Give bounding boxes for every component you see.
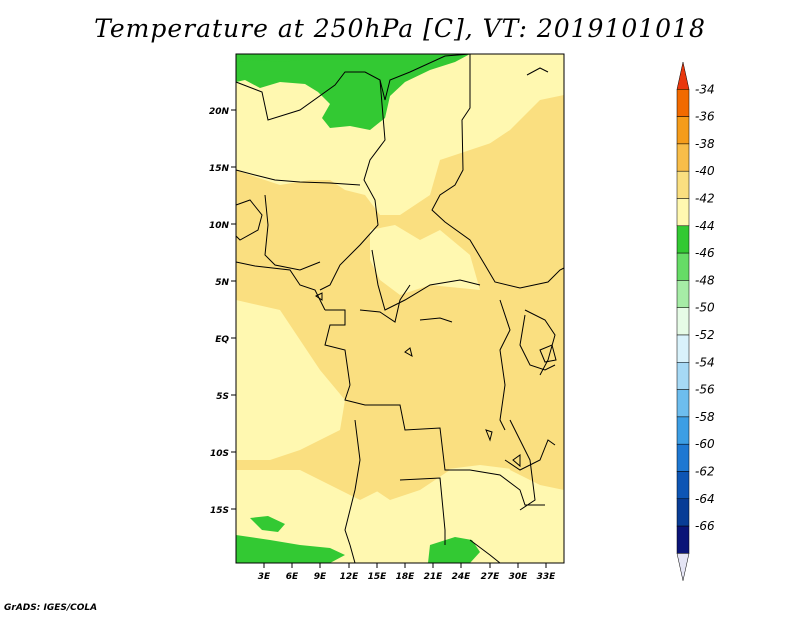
lat-label-15s: 15S	[210, 506, 229, 516]
colorbar-label: -50	[695, 301, 715, 315]
map-title: Temperature at 250hPa [C], VT: 201910101…	[94, 14, 706, 43]
colorbar-bottom-arrow	[676, 553, 690, 581]
colorbar-swatch	[676, 334, 690, 363]
lon-label-27e: 27E	[481, 572, 501, 582]
colorbar-top-arrow	[676, 61, 690, 90]
colorbar-swatch	[676, 143, 690, 172]
field-region-north-2	[236, 54, 564, 215]
lat-label-5n: 5N	[215, 278, 229, 288]
lat-label-5s: 5S	[216, 392, 229, 402]
colorbar-swatch	[676, 525, 690, 554]
colorbar-label: -56	[695, 383, 715, 397]
colorbar-swatch	[676, 116, 690, 145]
latitude-axis: 20N 15N 10N 5N EQ 5S 10S 15S	[209, 107, 236, 516]
lon-label-12e: 12E	[340, 572, 360, 582]
colorbar-swatch	[676, 307, 690, 336]
colorbar-swatch	[676, 225, 690, 254]
colorbar-swatch	[676, 443, 690, 472]
longitude-axis: 3E 6E 9E 12E 15E 18E 21E 24E 27E 30E 33E	[258, 563, 556, 582]
lon-label-6e: 6E	[286, 572, 299, 582]
lon-label-18e: 18E	[396, 572, 416, 582]
lat-label-10s: 10S	[210, 449, 229, 459]
field-green-south	[428, 537, 480, 563]
country-borders	[235, 53, 565, 564]
field-green-sw-1	[250, 516, 285, 532]
field-region-se-tan	[500, 420, 564, 490]
colorbar-swatch	[676, 416, 690, 445]
grads-credit: GrADS: IGES/COLA	[4, 603, 98, 613]
lon-label-21e: 21E	[424, 572, 444, 582]
lon-label-33e: 33E	[537, 572, 557, 582]
lat-label-20n: 20N	[209, 107, 230, 117]
colorbar-swatch	[676, 252, 690, 281]
colorbar-swatch	[676, 89, 690, 117]
colorbar-label: -66	[695, 519, 715, 533]
temperature-field	[236, 54, 564, 563]
colorbar-label: -48	[695, 273, 715, 287]
colorbar-label: -54	[695, 355, 715, 369]
colorbar-swatch	[676, 362, 690, 390]
field-green-sahara	[236, 54, 470, 130]
lon-label-30e: 30E	[509, 572, 529, 582]
colorbar-label: -62	[695, 465, 715, 479]
colorbar-swatch	[676, 498, 690, 527]
colorbar-label: -34	[695, 82, 715, 96]
lat-label-15n: 15N	[209, 164, 230, 174]
colorbar-swatch	[676, 471, 690, 500]
lon-label-24e: 24E	[452, 572, 472, 582]
field-region-central	[370, 225, 480, 295]
colorbar-label: -38	[695, 137, 715, 151]
lat-label-eq: EQ	[215, 335, 229, 345]
lon-label-15e: 15E	[368, 572, 388, 582]
lat-label-10n: 10N	[209, 221, 230, 231]
colorbar-label: -64	[695, 492, 715, 506]
colorbar-label: -60	[695, 437, 715, 451]
colorbar-swatch	[676, 198, 690, 227]
lon-label-3e: 3E	[258, 572, 271, 582]
colorbar-label: -40	[695, 164, 715, 178]
field-region-south	[236, 465, 564, 563]
field-green-north-edge	[236, 54, 470, 62]
colorbar-label: -36	[695, 110, 715, 124]
colorbar: -34 -36 -38 -40 -42 -44 -46 -48 -50 -52 -54 -56 -58 -…	[676, 61, 715, 581]
field-region-south-tan	[360, 430, 450, 500]
colorbar-label: -58	[695, 410, 715, 424]
lake-outlines	[315, 292, 557, 468]
colorbar-label: -52	[695, 328, 715, 342]
colorbar-swatch	[676, 389, 690, 418]
field-green-sw-2	[236, 535, 345, 563]
lon-label-9e: 9E	[314, 572, 327, 582]
colorbar-swatch	[676, 170, 690, 199]
map-frame	[235, 53, 565, 564]
colorbar-label: -44	[695, 219, 715, 233]
field-region-ne-tan	[440, 95, 564, 230]
colorbar-label: -42	[695, 192, 715, 206]
colorbar-swatch	[676, 280, 690, 308]
field-region-west	[236, 300, 345, 460]
colorbar-label: -46	[695, 246, 715, 260]
